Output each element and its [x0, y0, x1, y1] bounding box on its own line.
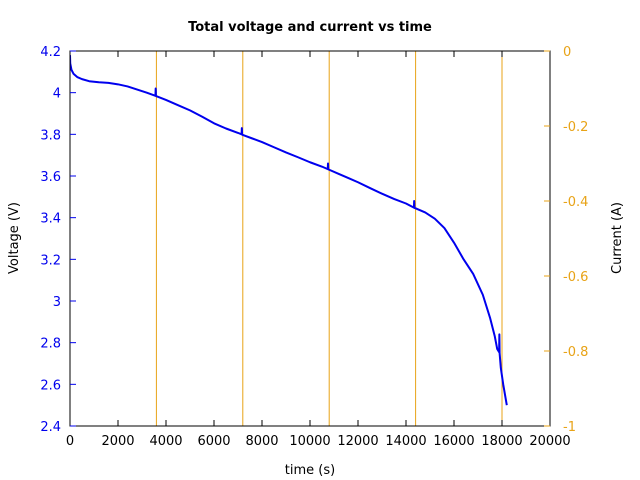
y-tick-label: 2.6	[40, 378, 61, 393]
y2-axis-label: Current (A)	[610, 202, 625, 274]
y-axis-label: Voltage (V)	[7, 202, 22, 274]
y-tick-label: 3.8	[40, 128, 61, 143]
x-tick-label: 10000	[289, 434, 330, 449]
y-tick-label: 4	[53, 87, 61, 102]
y2-tick-label: -0.4	[563, 195, 588, 210]
voltage-series-line	[70, 55, 508, 406]
y-tick-label: 2.4	[40, 420, 61, 435]
y-tick-label: 2.8	[40, 337, 61, 352]
plot-frame	[69, 50, 551, 427]
x-tick-label: 2000	[101, 434, 134, 449]
x-tick-label: 20000	[529, 434, 570, 449]
series-layer	[70, 51, 508, 426]
x-tick-label: 12000	[337, 434, 378, 449]
y-tick-label: 3.4	[40, 212, 61, 227]
y-tick-label: 3.2	[40, 253, 61, 268]
x-tick-label: 8000	[245, 434, 278, 449]
y-axis-left: 2.4 2.6 2.8 3 3.2 3.4 3.6 3.8 4 4.2	[40, 45, 76, 435]
y-tick-label: 3	[53, 295, 61, 310]
y-tick-label: 4.2	[40, 45, 61, 60]
x-axis: 0 2000 4000 6000 8000 10000 12000 14000 16000 180…	[66, 51, 571, 449]
x-tick-label: 14000	[385, 434, 426, 449]
x-tick-label: 18000	[481, 434, 522, 449]
y2-tick-label: -0.6	[563, 270, 588, 285]
y2-tick-label: 0	[563, 45, 571, 60]
x-axis-label: time (s)	[285, 463, 335, 478]
y-tick-label: 3.6	[40, 170, 61, 185]
current-series-line	[70, 51, 503, 426]
y2-tick-label: -0.8	[563, 345, 588, 360]
y-axis-right: -1 -0.8 -0.6 -0.4 -0.2 0	[544, 45, 588, 435]
y2-tick-label: -0.2	[563, 120, 588, 135]
x-tick-label: 0	[66, 434, 74, 449]
chart-title: Total voltage and current vs time	[188, 20, 432, 35]
x-tick-label: 16000	[433, 434, 474, 449]
y2-tick-label: -1	[563, 420, 576, 435]
x-tick-label: 4000	[149, 434, 182, 449]
x-tick-label: 6000	[197, 434, 230, 449]
